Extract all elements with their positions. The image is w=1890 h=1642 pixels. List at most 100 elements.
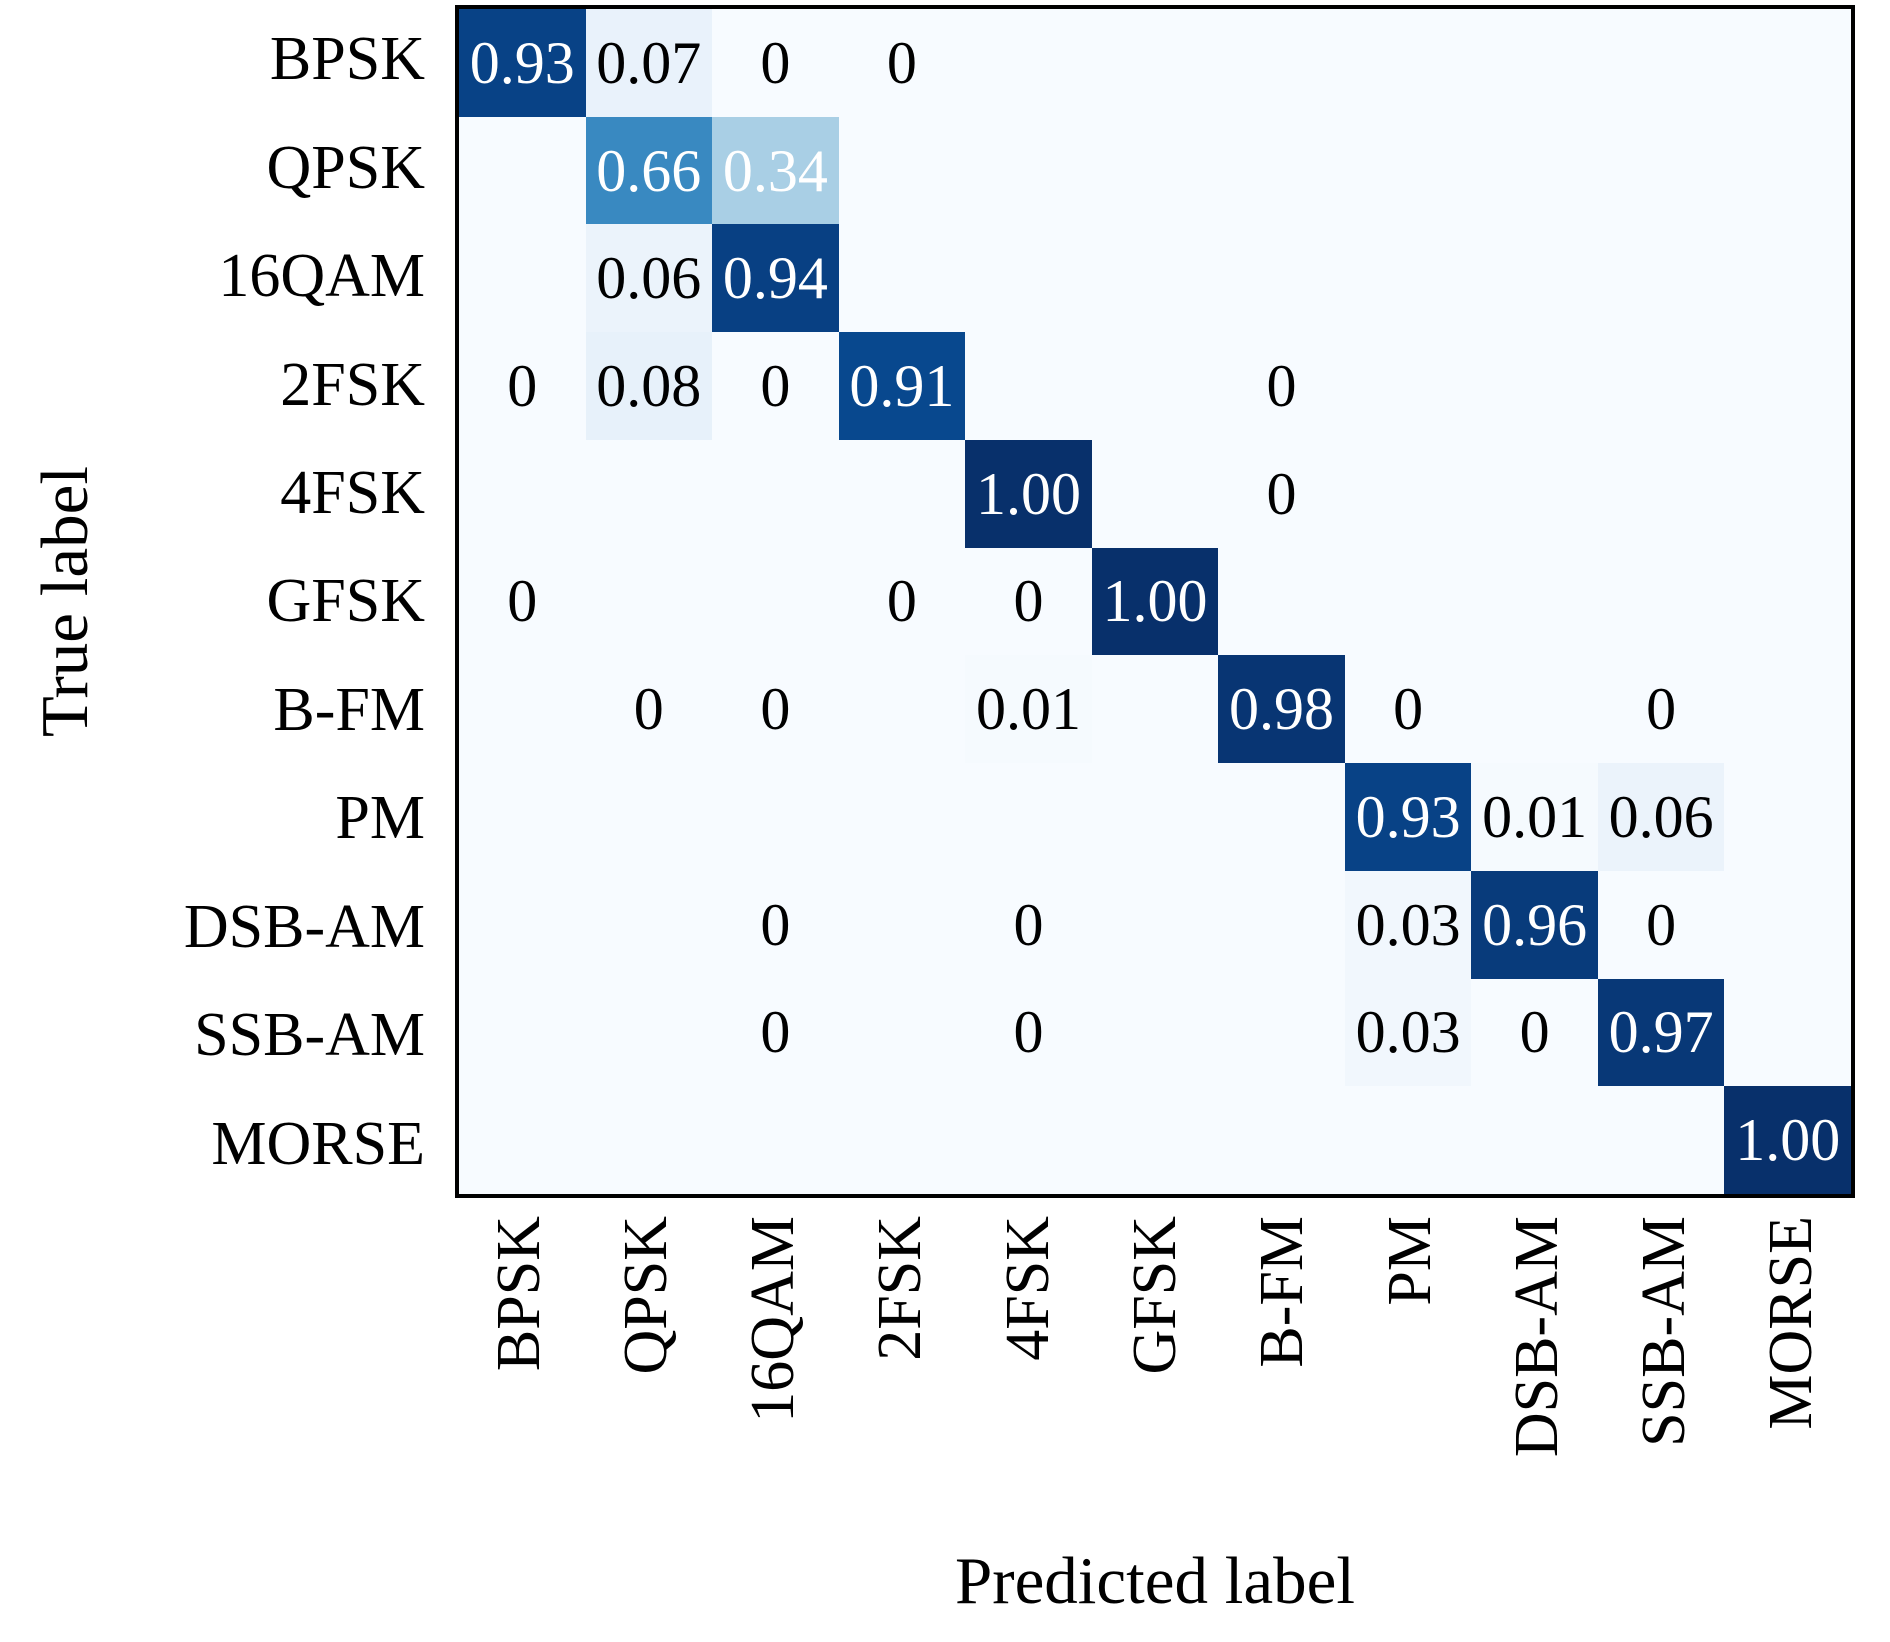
matrix-cell: 0.01 (1471, 763, 1598, 871)
matrix-cell-value: 0 (1519, 999, 1550, 1066)
matrix-cell (1471, 439, 1598, 548)
matrix-cell (838, 763, 966, 871)
matrix-cell (1091, 116, 1219, 225)
matrix-cell (1218, 116, 1345, 225)
matrix-cell-value: 0 (886, 29, 917, 96)
matrix-cell (838, 655, 966, 764)
matrix-cell (1724, 9, 1851, 117)
x-tick-label: GFSK (1120, 1216, 1189, 1375)
matrix-cell: 1.00 (965, 439, 1092, 548)
matrix-cell (459, 1086, 586, 1194)
y-tick-label: 2FSK (280, 350, 425, 419)
matrix-cell: 0 (712, 9, 839, 117)
matrix-cell (459, 224, 586, 333)
matrix-cell (1724, 439, 1851, 548)
matrix-cell: 0 (459, 547, 586, 656)
matrix-cell (1218, 224, 1345, 333)
matrix-cell: 0.98 (1218, 655, 1345, 764)
matrix-cell (965, 224, 1092, 333)
matrix-cell (1597, 9, 1725, 117)
matrix-cell (1218, 978, 1345, 1087)
matrix-cell (459, 655, 586, 764)
matrix-cell-value: 1.00 (1735, 1107, 1841, 1174)
matrix-cell: 0.03 (1344, 870, 1472, 979)
matrix-cell: 0 (585, 655, 713, 764)
matrix-cell (712, 1086, 839, 1194)
y-tick-label: GFSK (266, 567, 425, 636)
matrix-cell-value: 0 (1646, 676, 1677, 743)
matrix-cell (459, 978, 586, 1087)
matrix-cell (1218, 1086, 1345, 1194)
y-tick-label: BPSK (269, 25, 425, 94)
x-tick-label-box: BPSK (455, 1216, 582, 1536)
matrix-cell (1218, 870, 1345, 979)
x-axis-title-container: Predicted label (455, 1548, 1855, 1615)
matrix-cell (1091, 978, 1219, 1087)
matrix-cell (1597, 439, 1725, 548)
matrix-cell-value: 0.97 (1608, 999, 1714, 1066)
matrix-cell-value: 0.94 (722, 245, 828, 312)
matrix-cell-value: 1.00 (975, 460, 1081, 527)
matrix-cell-value: 0.91 (849, 353, 955, 420)
y-tick-label: 16QAM (218, 242, 425, 311)
x-tick-label: B-FM (1248, 1216, 1317, 1368)
matrix-cell (965, 1086, 1092, 1194)
matrix-cell (1724, 116, 1851, 225)
x-tick-label-box: 16QAM (710, 1216, 837, 1536)
matrix-cell (1344, 224, 1472, 333)
matrix-cell: 0 (1471, 978, 1598, 1087)
matrix-cell (1724, 978, 1851, 1087)
matrix-cell (1724, 547, 1851, 656)
matrix-cell: 0.06 (1597, 763, 1725, 871)
x-tick-label-box: QPSK (582, 1216, 709, 1536)
matrix-cell-value: 0 (1013, 568, 1044, 635)
x-tick-label: 4FSK (993, 1216, 1062, 1361)
matrix-cell (1724, 870, 1851, 979)
matrix-cell (1218, 763, 1345, 871)
matrix-cell-value: 0 (1013, 891, 1044, 958)
matrix-cell-value: 0 (633, 676, 664, 743)
matrix-cell (838, 1086, 966, 1194)
matrix-cell (1724, 224, 1851, 333)
matrix-cell (1218, 547, 1345, 656)
y-tick-labels: BPSK QPSK 16QAM 2FSK 4FSK GFSK B-FM PM DSB-AM SSB… (0, 5, 440, 1198)
matrix-cell (1344, 332, 1472, 440)
matrix-cell-value: 0 (1013, 999, 1044, 1066)
matrix-cell (712, 547, 839, 656)
matrix-cell (1218, 9, 1345, 117)
matrix-cell-value: 0.93 (469, 29, 575, 96)
matrix-cell (1597, 116, 1725, 225)
matrix-cell: 0 (712, 978, 839, 1087)
matrix-cell: 0 (1218, 332, 1345, 440)
matrix-cell-value: 0.96 (1482, 891, 1588, 958)
matrix-cell-value: 0.66 (596, 137, 702, 204)
matrix-cell (965, 332, 1092, 440)
x-tick-label-box: PM (1346, 1216, 1473, 1536)
matrix-cell (585, 1086, 713, 1194)
matrix-cell-value: 0.01 (1482, 783, 1588, 850)
matrix-cell-value: 0 (760, 29, 791, 96)
matrix-cell (712, 439, 839, 548)
matrix-cell-value: 0 (507, 568, 538, 635)
matrix-cell (1471, 9, 1598, 117)
matrix-cell: 0.91 (838, 332, 966, 440)
x-tick-label: BPSK (484, 1216, 553, 1372)
matrix-cell: 0.06 (585, 224, 713, 333)
x-tick-label: 16QAM (739, 1216, 808, 1423)
matrix-cell (1091, 224, 1219, 333)
y-tick-label: QPSK (266, 133, 425, 202)
matrix-cell-value: 0 (1646, 891, 1677, 958)
y-tick-label: B-FM (273, 675, 425, 744)
y-tick-label: MORSE (211, 1109, 425, 1178)
matrix-cell (1091, 439, 1219, 548)
matrix-cell (838, 224, 966, 333)
matrix-cell (965, 116, 1092, 225)
matrix-cell: 0.34 (712, 116, 839, 225)
matrix-cell-value: 0 (760, 891, 791, 958)
matrix-cell: 0.07 (585, 9, 713, 117)
matrix-cell: 0 (1344, 655, 1472, 764)
matrix-cell (1091, 763, 1219, 871)
x-tick-label: 2FSK (866, 1216, 935, 1361)
matrix-cell: 0 (838, 9, 966, 117)
matrix-cell (1471, 116, 1598, 225)
